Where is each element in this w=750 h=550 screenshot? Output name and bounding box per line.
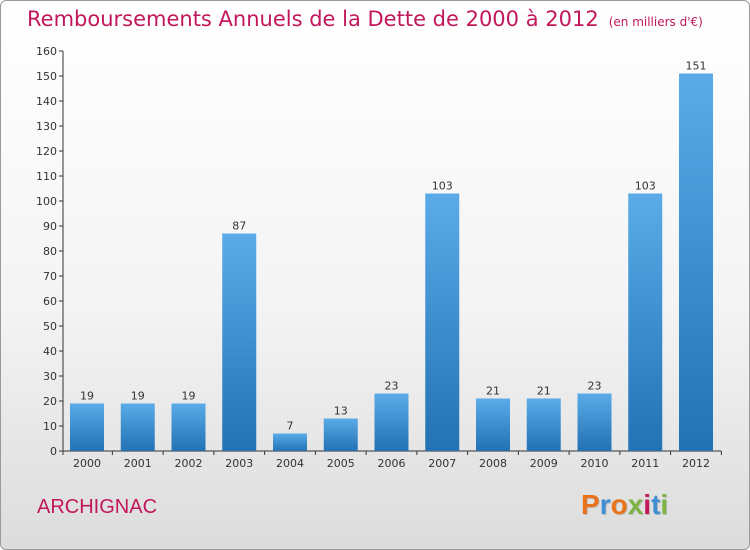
y-tick-label: 10 xyxy=(43,420,57,433)
y-tick-label: 140 xyxy=(36,95,57,108)
data-label-2002: 19 xyxy=(182,390,196,403)
y-tick-label: 150 xyxy=(36,70,57,83)
logo-letter: P xyxy=(581,489,600,520)
chart-title: Remboursements Annuels de la Dette de 20… xyxy=(27,7,703,31)
logo-letter: i xyxy=(643,489,652,520)
bar-2003 xyxy=(222,233,257,451)
y-tick-label: 90 xyxy=(43,220,57,233)
x-tick-label-2005: 2005 xyxy=(327,457,355,470)
data-label-2005: 13 xyxy=(334,405,348,418)
y-tick-label: 0 xyxy=(50,445,57,458)
data-label-2007: 103 xyxy=(432,180,453,193)
y-tick-label: 20 xyxy=(43,395,57,408)
y-tick-label: 30 xyxy=(43,370,57,383)
bar-2012 xyxy=(679,73,713,451)
data-label-2004: 7 xyxy=(287,420,294,433)
logo-letter: i xyxy=(660,489,669,520)
x-tick-label-2003: 2003 xyxy=(225,457,253,470)
y-tick-label: 100 xyxy=(36,195,57,208)
data-label-2010: 23 xyxy=(588,380,602,393)
y-tick-label: 120 xyxy=(36,145,57,158)
data-label-2009: 21 xyxy=(537,385,551,398)
bar-2009 xyxy=(526,398,561,451)
logo-letter: r xyxy=(599,489,611,520)
x-tick-label-2001: 2001 xyxy=(124,457,152,470)
bar-2007 xyxy=(425,193,460,451)
y-tick-label: 80 xyxy=(43,245,57,258)
logo-letter: x xyxy=(627,489,644,520)
data-label-2008: 21 xyxy=(486,385,500,398)
y-tick-label: 50 xyxy=(43,320,57,333)
chart-subtitle: (en milliers d'€) xyxy=(608,15,703,29)
bar-2010 xyxy=(577,393,612,451)
bar-2005 xyxy=(323,418,358,451)
bar-2004 xyxy=(273,433,307,451)
x-tick-label-2012: 2012 xyxy=(682,457,710,470)
bar-2001 xyxy=(120,403,155,451)
data-label-2006: 23 xyxy=(385,380,399,393)
data-label-2011: 103 xyxy=(635,180,656,193)
x-tick-label-2007: 2007 xyxy=(428,457,456,470)
x-tick-label-2006: 2006 xyxy=(378,457,406,470)
x-tick-label-2008: 2008 xyxy=(479,457,507,470)
data-label-2012: 151 xyxy=(686,60,707,73)
x-tick-label-2004: 2004 xyxy=(276,457,304,470)
y-tick-label: 60 xyxy=(43,295,57,308)
x-tick-label-2000: 2000 xyxy=(73,457,101,470)
x-tick-label-2002: 2002 xyxy=(175,457,203,470)
bar-2011 xyxy=(628,193,663,451)
bar-2002 xyxy=(171,403,206,451)
data-label-2000: 19 xyxy=(80,390,94,403)
y-tick-label: 160 xyxy=(36,45,57,58)
bar-2006 xyxy=(374,393,409,451)
bar-2000 xyxy=(70,403,104,451)
y-tick-label: 40 xyxy=(43,345,57,358)
logo-letter: t xyxy=(651,489,661,520)
logo-letter: o xyxy=(610,489,628,520)
commune-name: ARCHIGNAC xyxy=(37,496,158,518)
chart-title-text: Remboursements Annuels de la Dette de 20… xyxy=(27,7,599,31)
y-tick-label: 70 xyxy=(43,270,57,283)
x-tick-label-2011: 2011 xyxy=(631,457,659,470)
proxiti-logo: Proxiti xyxy=(581,489,668,521)
x-tick-label-2009: 2009 xyxy=(530,457,558,470)
data-label-2003: 87 xyxy=(232,220,246,233)
y-tick-label: 110 xyxy=(36,170,57,183)
data-label-2001: 19 xyxy=(131,390,145,403)
y-tick-label: 130 xyxy=(36,120,57,133)
x-tick-label-2010: 2010 xyxy=(581,457,609,470)
bar-2008 xyxy=(476,398,510,451)
